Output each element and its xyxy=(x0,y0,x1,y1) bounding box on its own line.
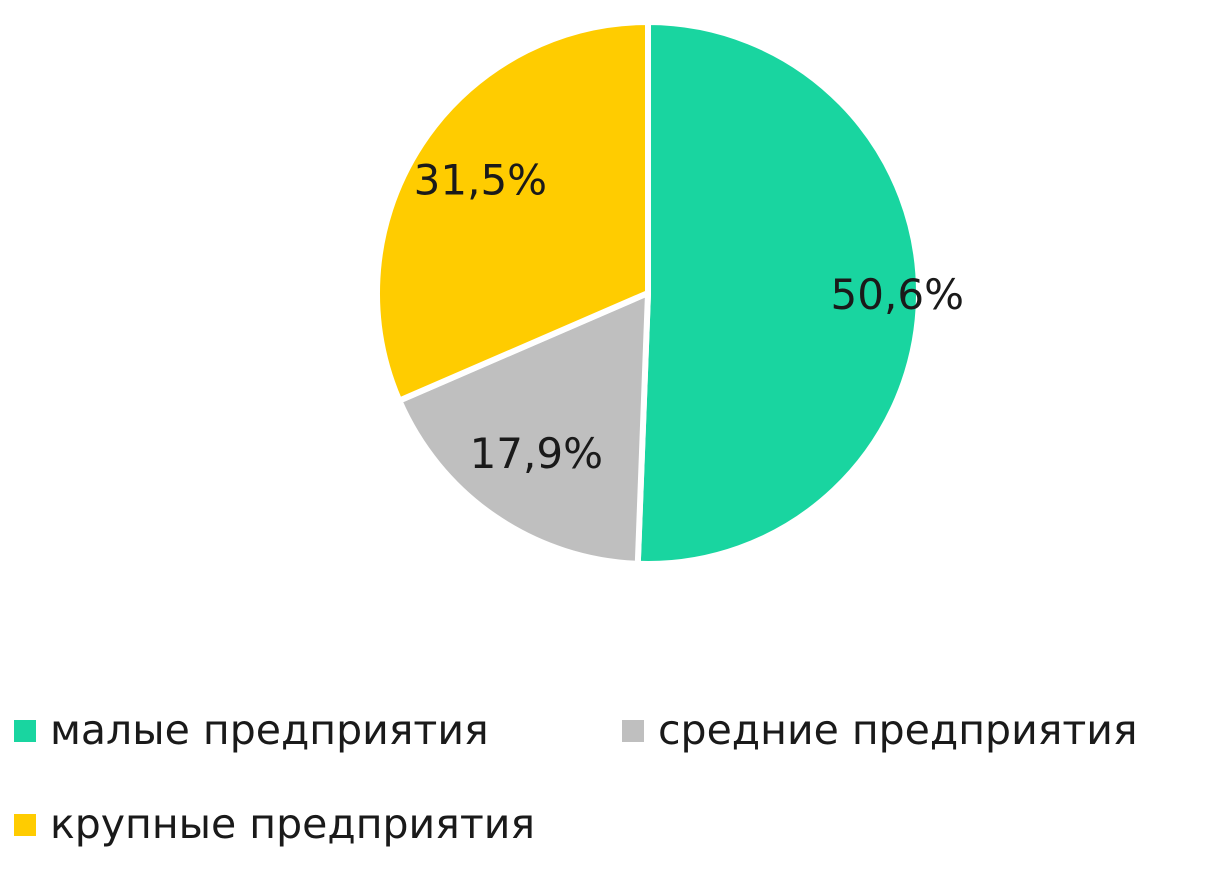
pie-slice-medium-enterprises xyxy=(396,290,651,567)
pie-slice-large-enterprises xyxy=(374,19,651,404)
data-label-large-enterprises: 31,5% xyxy=(414,155,547,204)
data-label-small-enterprises: 50,6% xyxy=(831,270,964,319)
legend-swatch-small-enterprises xyxy=(14,719,36,742)
pie-slices xyxy=(374,19,923,567)
legend-label-large-enterprises: крупные предприятия xyxy=(50,800,536,848)
pie-plot-area: 50,6% 17,9% 31,5% xyxy=(374,19,964,567)
legend-item-large-enterprises: крупные предприятия xyxy=(14,804,535,845)
legend-label-medium-enterprises: средние предприятия xyxy=(658,706,1138,754)
legend-item-small-enterprises: малые предприятия xyxy=(14,710,489,751)
legend-swatch-medium-enterprises xyxy=(622,719,644,742)
pie-slice-small-enterprises xyxy=(634,19,923,567)
chart-legend: малые предприятия средние предприятия кр… xyxy=(0,690,1218,860)
legend-label-small-enterprises: малые предприятия xyxy=(50,706,489,754)
data-label-medium-enterprises: 17,9% xyxy=(470,429,603,478)
legend-swatch-large-enterprises xyxy=(14,813,36,836)
data-labels: 50,6% 17,9% 31,5% xyxy=(414,155,964,477)
legend-item-medium-enterprises: средние предприятия xyxy=(622,710,1138,751)
